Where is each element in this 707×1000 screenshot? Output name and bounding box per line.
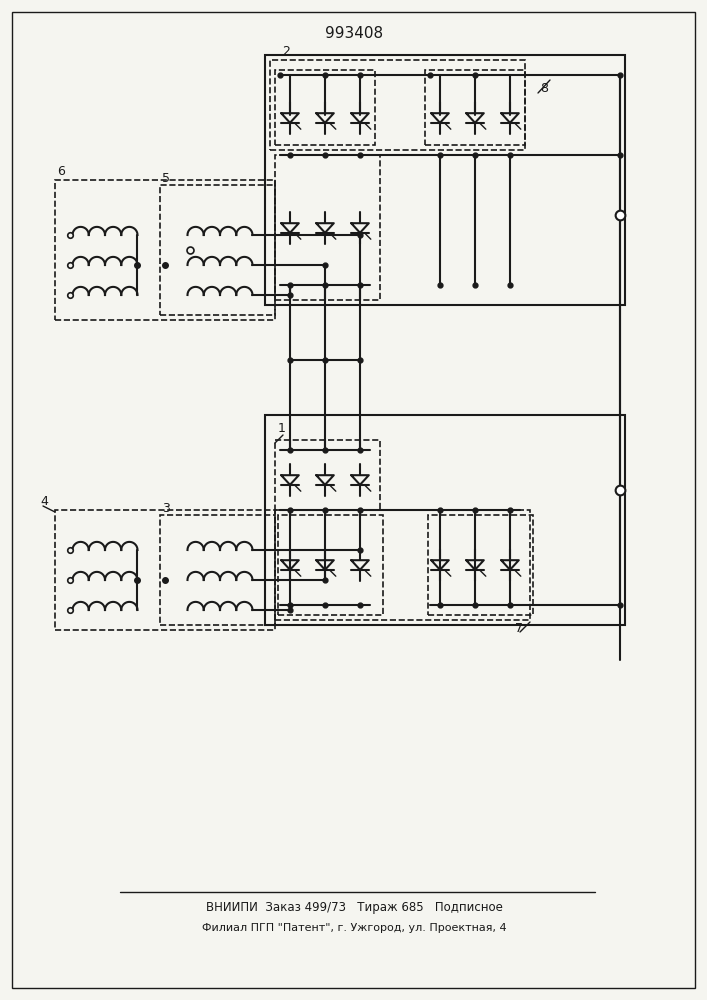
Bar [425, 70, 525, 145]
Text: 1: 1 [278, 422, 286, 435]
Bar [275, 440, 380, 510]
Bar [265, 415, 625, 625]
Text: Филиал ПГП "Патент", г. Ужгород, ул. Проектная, 4: Филиал ПГП "Патент", г. Ужгород, ул. Про… [201, 923, 506, 933]
Text: 8: 8 [540, 82, 548, 95]
Text: 3: 3 [162, 502, 170, 515]
Bar [428, 515, 533, 615]
Text: 4: 4 [40, 495, 48, 508]
Bar [265, 55, 625, 305]
Bar [160, 515, 275, 625]
Text: 7: 7 [515, 622, 523, 635]
Text: 993408: 993408 [325, 26, 383, 41]
Bar [275, 70, 375, 145]
Bar [270, 60, 525, 150]
Bar [160, 185, 275, 315]
Text: 2: 2 [282, 45, 290, 58]
Text: 5: 5 [162, 172, 170, 185]
Text: 6: 6 [57, 165, 65, 178]
Bar [55, 180, 275, 320]
Bar [55, 510, 275, 630]
Text: ВНИИПИ  Заказ 499/73   Тираж 685   Подписное: ВНИИПИ Заказ 499/73 Тираж 685 Подписное [206, 902, 503, 914]
Bar [275, 155, 380, 300]
Bar [278, 515, 383, 615]
Bar [275, 510, 530, 620]
